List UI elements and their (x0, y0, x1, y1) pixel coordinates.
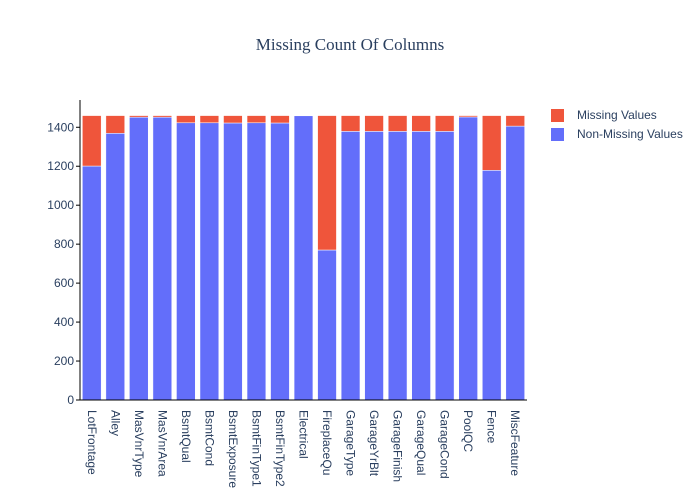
y-tick-label: 200 (54, 354, 74, 368)
x-tick-label: LotFrontage (85, 410, 99, 475)
bar-missing-BsmtFinType1[interactable] (246, 115, 267, 124)
bar-missing-FireplaceQu[interactable] (317, 115, 337, 251)
bar-non-missing-BsmtQual[interactable] (176, 122, 196, 401)
y-tick-label: 1000 (47, 198, 74, 212)
bar-non-missing-GarageQual[interactable] (411, 131, 431, 401)
x-tick-label: FireplaceQu (320, 410, 334, 475)
bar-missing-Alley[interactable] (105, 115, 125, 134)
x-tick-label: GarageType (344, 410, 358, 476)
bar-missing-GarageType[interactable] (340, 115, 361, 132)
x-tick-label: PoolQC (461, 410, 475, 452)
bar-non-missing-Fence[interactable] (482, 170, 502, 401)
x-tick-label: MasVnrArea (155, 410, 169, 477)
y-axis: 0 200 400 600 800 1000 1200 1400 (47, 100, 81, 407)
x-tick-label: BsmtQual (179, 410, 193, 463)
x-axis: LotFrontage Alley MasVnrType MasVnrArea Bsmt… (80, 399, 527, 488)
bar-missing-MiscFeature[interactable] (505, 115, 525, 127)
legend-label[interactable]: Missing Values (577, 108, 657, 122)
bar-non-missing-MiscFeature[interactable] (505, 125, 525, 401)
y-tick-label: 0 (67, 393, 74, 407)
bar-non-missing-BsmtFinType2[interactable] (270, 122, 290, 401)
x-tick-label: BsmtFinType1 (249, 410, 263, 487)
y-tick-label: 1200 (47, 159, 74, 173)
bar-missing-PoolQC[interactable] (458, 115, 478, 118)
bar-missing-GarageYrBlt[interactable] (364, 115, 384, 132)
y-tick-label: 800 (54, 237, 74, 251)
bar-non-missing-GarageFinish[interactable] (387, 131, 408, 401)
bar-missing-MasVnrArea[interactable] (152, 115, 173, 118)
y-tick-label: 1400 (47, 120, 74, 134)
bar-missing-Fence[interactable] (482, 115, 502, 171)
bar-non-missing-Alley[interactable] (105, 133, 125, 401)
chart-title: Missing Count Of Columns (256, 35, 444, 54)
bar-non-missing-BsmtExposure[interactable] (223, 122, 243, 401)
legend[interactable]: Missing Values Non-Missing Values (551, 108, 683, 141)
x-tick-label: GarageYrBlt (367, 410, 381, 477)
x-tick-label: BsmtExposure (226, 410, 240, 488)
y-tick-label: 600 (54, 276, 74, 290)
x-tick-label: MiscFeature (508, 410, 522, 476)
bar-missing-BsmtQual[interactable] (176, 115, 196, 124)
legend-swatch[interactable] (551, 128, 564, 141)
x-tick-label: Electrical (297, 410, 311, 459)
x-tick-label: BsmtCond (202, 410, 216, 466)
bar-missing-BsmtCond[interactable] (199, 115, 220, 124)
x-tick-label: Fence (485, 410, 499, 444)
legend-label[interactable]: Non-Missing Values (577, 127, 683, 141)
bar-non-missing-FireplaceQu[interactable] (317, 249, 337, 401)
bar-non-missing-GarageCond[interactable] (434, 131, 455, 401)
bar-missing-MasVnrType[interactable] (129, 115, 149, 118)
x-tick-label: GarageCond (438, 410, 452, 479)
x-tick-label: Alley (108, 410, 122, 436)
bar-non-missing-MasVnrType[interactable] (129, 116, 149, 401)
bar-missing-GarageFinish[interactable] (387, 115, 408, 132)
bars-group (82, 115, 525, 401)
x-tick-label: GarageQual (414, 410, 428, 475)
x-tick-label: GarageFinish (391, 410, 405, 482)
bar-non-missing-PoolQC[interactable] (458, 116, 478, 401)
x-tick-label: BsmtFinType2 (273, 410, 287, 487)
bar-missing-BsmtFinType2[interactable] (270, 115, 290, 124)
bar-missing-BsmtExposure[interactable] (223, 115, 243, 124)
bar-non-missing-BsmtFinType1[interactable] (246, 122, 267, 401)
bar-non-missing-MasVnrArea[interactable] (152, 116, 173, 401)
bar-missing-LotFrontage[interactable] (82, 115, 102, 167)
bar-non-missing-GarageYrBlt[interactable] (364, 131, 384, 401)
y-tick-label: 400 (54, 315, 74, 329)
bar-non-missing-GarageType[interactable] (340, 131, 361, 401)
bar-non-missing-BsmtCond[interactable] (199, 122, 220, 401)
x-tick-label: MasVnrType (132, 410, 146, 478)
bar-missing-GarageCond[interactable] (434, 115, 455, 132)
legend-swatch[interactable] (551, 109, 564, 122)
bar-missing-GarageQual[interactable] (411, 115, 431, 132)
bar-non-missing-Electrical[interactable] (293, 115, 314, 401)
bar-non-missing-LotFrontage[interactable] (82, 165, 102, 401)
